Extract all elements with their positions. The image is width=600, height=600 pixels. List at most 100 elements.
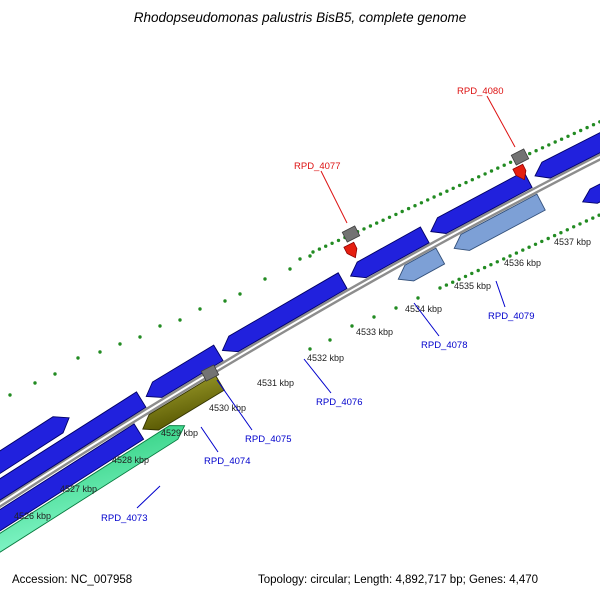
marker-red-arrow-icon-RPD_4080[interactable] (512, 163, 529, 182)
plot-dot (198, 307, 202, 311)
plot-dot (372, 315, 376, 319)
gene-arrow-RPD_4079[interactable] (453, 193, 546, 251)
plot-dot (419, 201, 424, 205)
footer-accession: Accession: NC_007958 (12, 574, 132, 586)
backbone-line (0, 153, 600, 503)
plot-dot (375, 221, 379, 225)
marker-gray-box-RPD_4080[interactable] (510, 148, 530, 166)
gene-track (0, 112, 600, 567)
plot-dot (470, 271, 474, 276)
plot-dot (514, 251, 519, 255)
plot-dot (400, 209, 404, 214)
gene-label-RPD_4073[interactable]: RPD_4073 (101, 513, 147, 524)
plot-dot (502, 257, 506, 261)
plot-dot (540, 239, 544, 244)
plot-dot (553, 140, 557, 144)
backbone-line (0, 158, 600, 509)
plot-dot (547, 143, 551, 147)
plot-dot (533, 242, 538, 246)
gene-label-RPD_4080[interactable]: RPD_4080 (457, 86, 503, 97)
plot-dot (317, 247, 322, 251)
gene-label-RPD_4074[interactable]: RPD_4074 (204, 456, 250, 467)
plot-dot (238, 292, 242, 296)
plot-dot (528, 151, 532, 156)
plot-dot (324, 244, 328, 248)
plot-dot-tracks (8, 120, 600, 397)
leader-line-RPD_4075 (216, 379, 253, 431)
gene-arrow-RPD_4076[interactable] (221, 272, 348, 353)
plot-dot (138, 335, 142, 339)
gene-arrow-g0[interactable] (0, 416, 70, 512)
plot-dot (495, 260, 499, 264)
plot-dot (527, 245, 531, 249)
plot-dot (464, 180, 468, 185)
plot-dot (53, 372, 57, 376)
ruler-label: 4535 kbp (454, 281, 491, 291)
marker-gray-box-RPD_4077[interactable] (341, 225, 361, 243)
plot-dot (98, 350, 102, 354)
gene-label-RPD_4076[interactable]: RPD_4076 (316, 397, 362, 408)
gene-label-RPD_4075[interactable]: RPD_4075 (245, 434, 291, 445)
plot-dot (591, 123, 596, 127)
plot-dot (451, 280, 455, 284)
leader-line-RPD_4073 (136, 485, 161, 509)
ruler-label: 4526 kbp (14, 511, 51, 521)
plot-dot (463, 274, 468, 279)
plot-dot (534, 149, 538, 153)
ruler-label: 4527 kbp (60, 484, 97, 494)
plot-dot (33, 381, 37, 385)
marker-red-arrow-icon-RPD_4077[interactable] (343, 241, 360, 260)
gene-label-RPD_4078[interactable]: RPD_4078 (421, 340, 467, 351)
leader-line-RPD_4079 (495, 280, 506, 308)
plot-dot (470, 178, 474, 182)
ruler-label: 4528 kbp (112, 455, 149, 465)
plot-dot (308, 347, 312, 351)
plot-dot (477, 175, 481, 179)
gene-arrow-g12[interactable] (581, 153, 600, 204)
plot-dot (508, 254, 512, 258)
gene-arrow-g1[interactable] (0, 391, 147, 530)
plot-dot (559, 137, 564, 141)
leader-line-RPD_4078 (413, 302, 440, 337)
plot-dot (288, 267, 292, 271)
plot-dot (406, 206, 411, 211)
plot-dot (381, 218, 385, 222)
leader-line-RPD_4074 (200, 426, 219, 453)
leader-line-RPD_4077 (320, 170, 348, 224)
feature-box-RPD_4075[interactable] (200, 364, 220, 382)
gene-arrow-g7[interactable] (0, 423, 145, 552)
gene-arrow-g2[interactable] (145, 344, 224, 398)
plot-dot (591, 216, 595, 220)
plot-dot (572, 225, 576, 229)
gene-label-RPD_4077[interactable]: RPD_4077 (294, 161, 340, 172)
plot-dot (362, 227, 366, 231)
gene-arrow-RPD_4073[interactable] (0, 425, 186, 567)
plot-dot (482, 265, 487, 270)
gene-label-RPD_4079[interactable]: RPD_4079 (488, 311, 534, 322)
plot-dot (328, 338, 332, 342)
plot-dot (178, 318, 182, 322)
plot-dot (457, 183, 462, 188)
gene-arrow-g4[interactable] (349, 226, 430, 279)
gene-arrow-g6[interactable] (534, 112, 600, 179)
plot-dot (489, 169, 494, 173)
plot-dot (476, 268, 480, 273)
gene-arrow-RPD_4074[interactable] (142, 373, 225, 431)
plot-dot (521, 248, 525, 252)
plot-dot (438, 192, 443, 196)
leader-line-RPD_4080 (486, 95, 516, 148)
plot-dot (552, 233, 557, 238)
plot-dot (158, 324, 162, 328)
plot-dot (508, 160, 513, 164)
plot-dot (457, 277, 461, 281)
plot-dot (445, 189, 449, 193)
plot-dot (585, 125, 589, 130)
gene-arrow-RPD_4078[interactable] (397, 247, 446, 282)
leader-line-RPD_4076 (303, 358, 332, 394)
plot-dot (350, 324, 354, 328)
plot-dot (263, 277, 267, 281)
gene-arrow-g5[interactable] (430, 170, 533, 234)
plot-dot (330, 241, 334, 245)
plot-dot (502, 163, 506, 167)
plot-dot (584, 219, 589, 223)
